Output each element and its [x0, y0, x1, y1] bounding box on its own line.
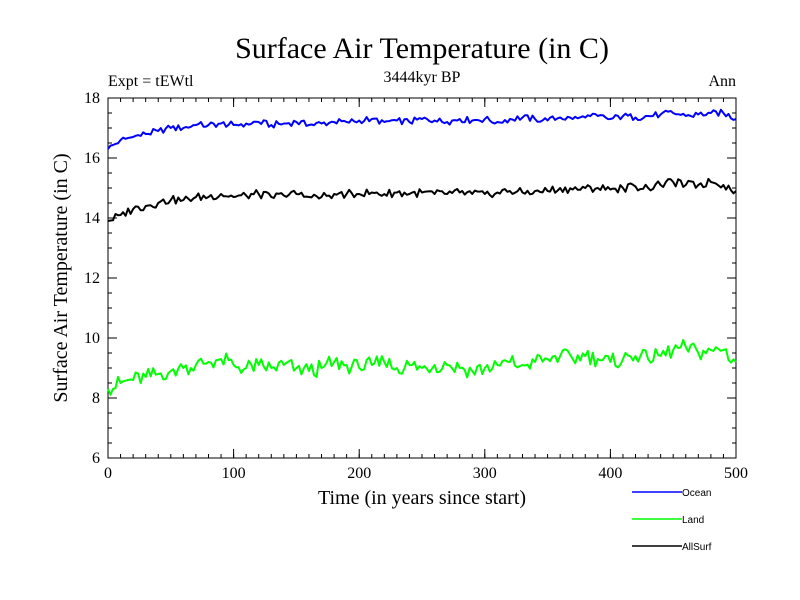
x-axis-label: Time (in years since start) [318, 487, 526, 509]
x-tick-label: 500 [724, 465, 748, 482]
series-line-ocean [107, 108, 737, 150]
series-line-land [107, 338, 737, 396]
x-tick-label: 0 [104, 465, 112, 482]
y-tick-label: 12 [84, 270, 100, 287]
experiment-label: Expt = tEWtl [108, 73, 194, 90]
y-tick-label: 10 [84, 330, 100, 347]
x-tick-label: 300 [473, 465, 497, 482]
period-label: Ann [708, 73, 736, 90]
y-axis-label: Surface Air Temperature (in C) [50, 153, 72, 402]
x-tick-label: 400 [598, 465, 622, 482]
plot-frame [107, 97, 737, 459]
legend: Ocean Land AllSurf [632, 488, 712, 553]
y-tick-label: 16 [84, 150, 100, 167]
legend-label-ocean: Ocean [682, 488, 711, 499]
chart-subtitle: 3444kyr BP [384, 69, 461, 86]
plot-area: 0 100 200 300 400 500 6 8 10 12 14 16 18 [84, 90, 748, 482]
legend-label-land: Land [682, 515, 704, 526]
y-tick-label: 6 [92, 450, 100, 467]
x-tick-label: 100 [222, 465, 246, 482]
chart-title: Surface Air Temperature (in C) [235, 32, 609, 65]
x-tick-label: 200 [347, 465, 371, 482]
y-tick-label: 18 [84, 90, 100, 107]
legend-label-allsurf: AllSurf [682, 542, 712, 553]
y-tick-label: 8 [92, 390, 100, 407]
y-tick-label: 14 [84, 210, 100, 227]
series-line-allsurf [107, 177, 737, 222]
